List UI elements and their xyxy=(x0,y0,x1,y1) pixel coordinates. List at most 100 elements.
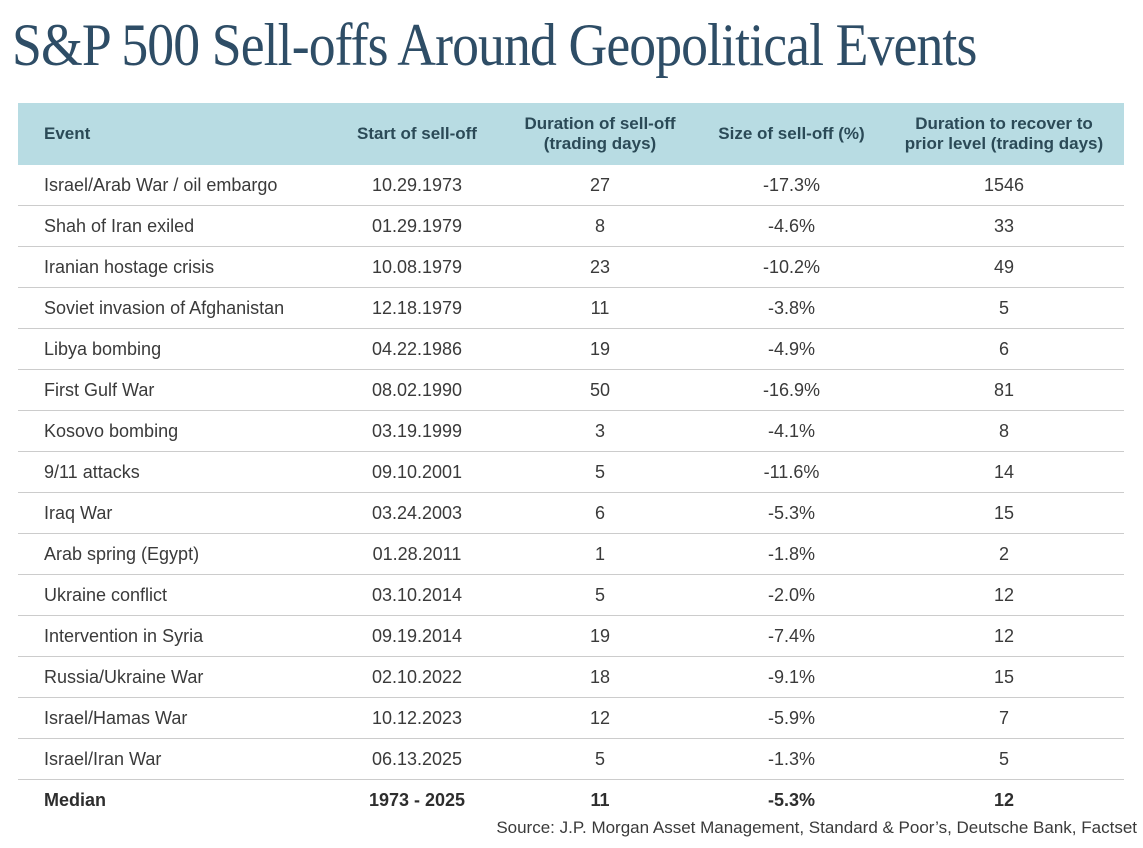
table-row: Ukraine conflict 03.10.2014 5 -2.0% 12 xyxy=(18,574,1124,616)
size-cell: -11.6% xyxy=(699,451,884,493)
duration-cell: 5 xyxy=(501,574,699,616)
column-header-label: Start of sell-off xyxy=(357,123,477,143)
events-table: Event Start of sell-off Duration of sell… xyxy=(18,103,1124,820)
event-cell: Russia/Ukraine War xyxy=(18,656,333,698)
event-cell: Iraq War xyxy=(18,492,333,534)
table-row: Kosovo bombing 03.19.1999 3 -4.1% 8 xyxy=(18,410,1124,452)
page-title: S&P 500 Sell-offs Around Geopolitical Ev… xyxy=(12,12,977,78)
duration-cell: 5 xyxy=(501,738,699,780)
size-cell: -5.3% xyxy=(699,492,884,534)
start-of-selloff-cell: 12.18.1979 xyxy=(333,287,501,329)
table-row: Israel/Arab War / oil embargo 10.29.1973… xyxy=(18,165,1124,206)
column-header-label: Duration to recover to xyxy=(915,113,1093,133)
start-of-selloff-cell: 08.02.1990 xyxy=(333,369,501,411)
duration-cell: 8 xyxy=(501,205,699,247)
start-of-selloff-cell: 1973 - 2025 xyxy=(368,789,466,810)
event-cell: Shah of Iran exiled xyxy=(18,205,333,247)
event-cell: Arab spring (Egypt) xyxy=(18,533,333,575)
duration-cell: 3 xyxy=(501,410,699,452)
recover-cell: 6 xyxy=(884,328,1124,370)
event-cell: Iranian hostage crisis xyxy=(18,246,333,288)
table-row: 9/11 attacks 09.10.2001 5 -11.6% 14 xyxy=(18,451,1124,493)
event-cell: 9/11 attacks xyxy=(18,451,333,493)
source-attribution: Source: J.P. Morgan Asset Management, St… xyxy=(496,818,1137,837)
start-of-selloff-cell: 04.22.1986 xyxy=(333,328,501,370)
column-header-label: Size of sell-off (%) xyxy=(718,123,865,143)
duration-cell: 11 xyxy=(501,287,699,329)
size-cell: -17.3% xyxy=(699,165,884,206)
table-row: Israel/Iran War 06.13.2025 5 -1.3% 5 xyxy=(18,738,1124,780)
duration-cell: 18 xyxy=(501,656,699,698)
median-row: Median 1973 - 2025 11 -5.3% 12 xyxy=(18,780,1124,821)
column-header-start: Start of sell-off xyxy=(333,103,501,165)
size-cell: -5.9% xyxy=(699,697,884,739)
size-cell: -1.8% xyxy=(699,533,884,575)
event-cell: Israel/Hamas War xyxy=(18,697,333,739)
duration-cell: 12 xyxy=(501,697,699,739)
duration-cell: 1 xyxy=(501,533,699,575)
event-cell: Israel/Iran War xyxy=(18,738,333,780)
table-row: First Gulf War 08.02.1990 50 -16.9% 81 xyxy=(18,369,1124,411)
recover-cell: 14 xyxy=(884,451,1124,493)
size-cell: -16.9% xyxy=(699,369,884,411)
start-of-selloff-cell: 10.12.2023 xyxy=(333,697,501,739)
recover-cell: 12 xyxy=(993,789,1015,810)
event-cell: Kosovo bombing xyxy=(18,410,333,452)
recover-cell: 15 xyxy=(884,492,1124,534)
event-cell: Soviet invasion of Afghanistan xyxy=(18,287,333,329)
table-row: Israel/Hamas War 10.12.2023 12 -5.9% 7 xyxy=(18,697,1124,739)
column-header-label: Event xyxy=(44,123,91,143)
start-of-selloff-cell: 03.10.2014 xyxy=(333,574,501,616)
table-row: Intervention in Syria 09.19.2014 19 -7.4… xyxy=(18,615,1124,657)
size-cell: -4.6% xyxy=(699,205,884,247)
start-of-selloff-cell: 09.10.2001 xyxy=(333,451,501,493)
recover-cell: 81 xyxy=(884,369,1124,411)
recover-cell: 2 xyxy=(884,533,1124,575)
column-header-duration: Duration of sell-off (trading days) xyxy=(501,103,699,165)
duration-cell: 19 xyxy=(501,328,699,370)
event-cell: Ukraine conflict xyxy=(18,574,333,616)
column-header-event: Event xyxy=(18,103,333,165)
recover-cell: 15 xyxy=(884,656,1124,698)
start-of-selloff-cell: 10.29.1973 xyxy=(333,165,501,206)
duration-cell: 50 xyxy=(501,369,699,411)
table-row: Libya bombing 04.22.1986 19 -4.9% 6 xyxy=(18,328,1124,370)
table-row: Shah of Iran exiled 01.29.1979 8 -4.6% 3… xyxy=(18,205,1124,247)
duration-cell: 27 xyxy=(501,165,699,206)
recover-cell: 5 xyxy=(884,287,1124,329)
recover-cell: 33 xyxy=(884,205,1124,247)
event-cell: Israel/Arab War / oil embargo xyxy=(18,165,333,206)
table-row: Iraq War 03.24.2003 6 -5.3% 15 xyxy=(18,492,1124,534)
column-header-label: Duration of sell-off xyxy=(524,113,676,133)
recover-cell: 12 xyxy=(884,615,1124,657)
size-cell: -2.0% xyxy=(699,574,884,616)
recover-cell: 7 xyxy=(884,697,1124,739)
size-cell: -7.4% xyxy=(699,615,884,657)
size-cell: -4.1% xyxy=(699,410,884,452)
start-of-selloff-cell: 10.08.1979 xyxy=(333,246,501,288)
event-cell: Libya bombing xyxy=(18,328,333,370)
size-cell: -3.8% xyxy=(699,287,884,329)
start-of-selloff-cell: 01.29.1979 xyxy=(333,205,501,247)
column-header-label: prior level (trading days) xyxy=(904,134,1104,153)
recover-cell: 12 xyxy=(884,574,1124,616)
recover-cell: 1546 xyxy=(884,165,1124,206)
recover-cell: 8 xyxy=(884,410,1124,452)
table-row: Soviet invasion of Afghanistan 12.18.197… xyxy=(18,287,1124,329)
table-row: Arab spring (Egypt) 01.28.2011 1 -1.8% 2 xyxy=(18,533,1124,575)
table-row: Russia/Ukraine War 02.10.2022 18 -9.1% 1… xyxy=(18,656,1124,698)
recover-cell: 5 xyxy=(884,738,1124,780)
event-cell: Median xyxy=(44,789,107,810)
start-of-selloff-cell: 06.13.2025 xyxy=(333,738,501,780)
duration-cell: 6 xyxy=(501,492,699,534)
table-body: Israel/Arab War / oil embargo 10.29.1973… xyxy=(18,165,1124,820)
size-cell: -10.2% xyxy=(699,246,884,288)
size-cell: -1.3% xyxy=(699,738,884,780)
duration-cell: 19 xyxy=(501,615,699,657)
table-row: Iranian hostage crisis 10.08.1979 23 -10… xyxy=(18,246,1124,288)
duration-cell: 23 xyxy=(501,246,699,288)
duration-cell: 11 xyxy=(590,789,610,810)
event-cell: Intervention in Syria xyxy=(18,615,333,657)
start-of-selloff-cell: 09.19.2014 xyxy=(333,615,501,657)
